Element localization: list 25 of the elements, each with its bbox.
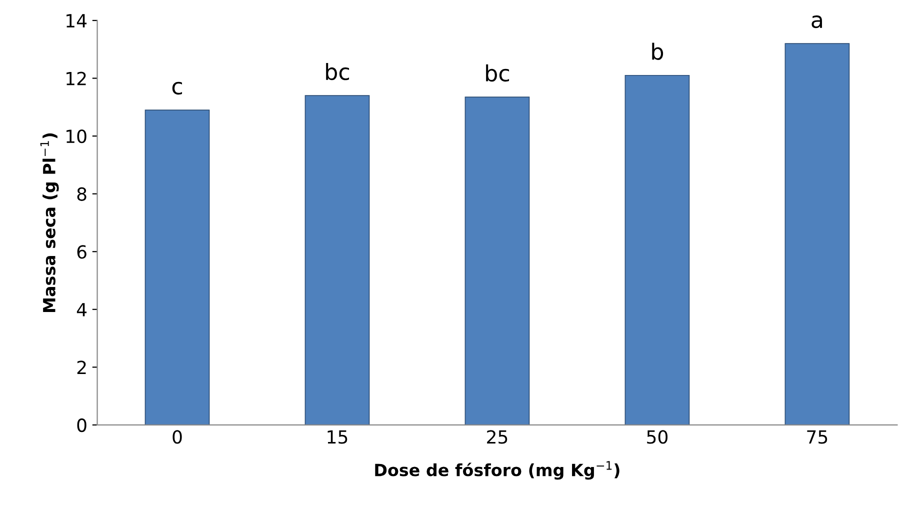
bar [464, 96, 530, 425]
y-tick-label: 14 [66, 14, 87, 28]
x-tick-label: 50 [647, 430, 668, 444]
x-tick-label: 25 [487, 430, 508, 444]
y-tick-label: 6 [77, 245, 86, 259]
x-axis-title: Dose de fósforo (mg Kg$^{−1}$) [375, 461, 620, 480]
x-tick-label: 15 [328, 430, 348, 444]
bar [784, 43, 850, 425]
y-tick-label: 0 [77, 418, 86, 432]
annotation: bc [326, 62, 350, 80]
x-tick-label: 0 [172, 430, 182, 444]
annotation: bc [486, 64, 510, 82]
y-axis-title: Massa seca (g Pl$^{−1}$) [40, 133, 59, 312]
bar [304, 95, 370, 425]
y-tick-label: 4 [76, 303, 87, 316]
y-tick-label: 12 [66, 72, 86, 86]
x-tick-label: 75 [807, 430, 828, 444]
annotation: a [812, 15, 822, 28]
y-tick-label: 10 [66, 130, 86, 144]
y-tick-label: 2 [77, 360, 86, 374]
annotation: c [172, 82, 182, 95]
annotation: b [652, 42, 664, 60]
bar [624, 74, 690, 425]
y-tick-label: 8 [77, 187, 86, 201]
bar [144, 110, 210, 425]
